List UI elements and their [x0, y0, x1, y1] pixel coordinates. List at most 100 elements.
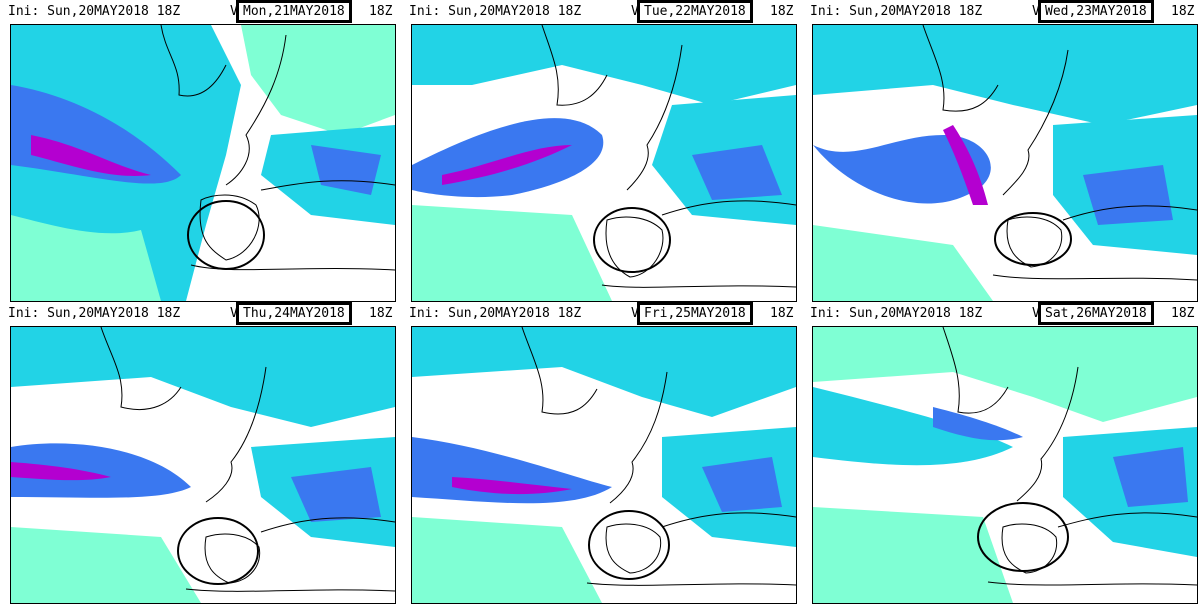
iberia-coast [1006, 216, 1063, 268]
highlight-circle [588, 510, 670, 580]
precip-band [11, 443, 191, 498]
panel-header: Ini: Sun,20MAY2018 18Z Val: Wed,23MAY201… [802, 0, 1203, 24]
precip-band-core [943, 125, 988, 205]
precip-swirl-core [442, 145, 572, 185]
precip-field [813, 25, 1197, 301]
init-label: Ini: Sun,20MAY2018 18Z [8, 306, 181, 321]
iberia-coast [605, 523, 662, 574]
coastlines [521, 327, 796, 586]
valid-hour: 18Z [1171, 306, 1195, 321]
panel-header: Ini: Sun,20MAY2018 18Z Val: Thu,24MAY201… [0, 302, 401, 326]
africa-coast [601, 284, 796, 288]
valid-hour: 18Z [770, 4, 794, 19]
precip-map [411, 24, 797, 302]
greenland-coast [922, 25, 999, 112]
forecast-panel-5: Ini: Sun,20MAY2018 18Z Val: Fri,25MAY201… [401, 302, 802, 604]
mediterranean-coast [1057, 512, 1197, 528]
precip-area-south [813, 507, 1013, 603]
mediterranean-coast [260, 180, 395, 191]
coastlines [160, 25, 395, 271]
africa-coast [987, 581, 1197, 586]
precip-field [11, 25, 395, 301]
precip-field [412, 327, 796, 603]
precip-map [10, 24, 396, 302]
precip-core [11, 462, 111, 481]
africa-coast [185, 588, 395, 592]
precip-loop [813, 135, 991, 204]
map-canvas [412, 327, 796, 603]
mediterranean-coast [260, 517, 395, 533]
precip-field [11, 327, 395, 603]
coastlines [541, 25, 796, 288]
precip-area-south [412, 205, 612, 301]
precip-area-south [412, 517, 602, 603]
iberia-coast [605, 216, 664, 278]
precip-field [813, 327, 1197, 603]
coastlines [922, 25, 1197, 281]
panel-header: Ini: Sun,20MAY2018 18Z Val: Fri,25MAY201… [401, 302, 802, 326]
iberia-coast [199, 194, 260, 261]
forecast-panel-3: Ini: Sun,20MAY2018 18Z Val: Wed,23MAY201… [802, 0, 1203, 302]
precip-field [412, 25, 796, 301]
precip-band [813, 387, 1013, 466]
scandinavia-coast [609, 371, 668, 504]
precip-east-core [1113, 447, 1188, 507]
forecast-panel-4: Ini: Sun,20MAY2018 18Z Val: Thu,24MAY201… [0, 302, 401, 604]
precip-area-north [813, 327, 1197, 422]
mediterranean-coast [661, 200, 796, 216]
forecast-panel-6: Ini: Sun,20MAY2018 18Z Val: Sat,26MAY201… [802, 302, 1203, 604]
precip-map [411, 326, 797, 604]
greenland-coast [100, 327, 182, 411]
precip-east-core [311, 145, 381, 195]
panel-header: Ini: Sun,20MAY2018 18Z Val: Mon,21MAY201… [0, 0, 401, 24]
map-canvas [813, 327, 1197, 603]
scandinavia-coast [626, 44, 683, 191]
valid-hour: 18Z [369, 4, 393, 19]
highlight-circle [593, 207, 671, 273]
init-label: Ini: Sun,20MAY2018 18Z [8, 4, 181, 19]
africa-coast [586, 582, 796, 586]
precip-area-north [813, 25, 1197, 125]
iberia-coast [1001, 523, 1058, 574]
scandinavia-coast [1016, 366, 1079, 502]
valid-date-box: Wed,23MAY2018 [1038, 0, 1154, 23]
valid-date-box: Sat,26MAY2018 [1038, 302, 1154, 325]
forecast-panel-1: Ini: Sun,20MAY2018 18Z Val: Mon,21MAY201… [0, 0, 401, 302]
highlight-circle [994, 212, 1072, 266]
scandinavia-coast [225, 34, 287, 186]
valid-date-box: Fri,25MAY2018 [637, 302, 753, 325]
precip-core [31, 135, 151, 176]
precip-area-north [412, 327, 796, 417]
map-canvas [813, 25, 1197, 301]
forecast-panel-2: Ini: Sun,20MAY2018 18Z Val: Tue,22MAY201… [401, 0, 802, 302]
valid-hour: 18Z [770, 306, 794, 321]
greenland-coast [521, 327, 598, 415]
precip-east-core [702, 457, 782, 512]
africa-coast [190, 264, 395, 271]
precip-area-north [241, 25, 395, 135]
africa-coast [992, 274, 1197, 281]
coastlines [100, 327, 395, 592]
mediterranean-coast [1062, 205, 1197, 221]
precip-area-south [813, 225, 993, 301]
precip-east-core [692, 145, 782, 200]
valid-hour: 18Z [369, 306, 393, 321]
init-label: Ini: Sun,20MAY2018 18Z [409, 306, 582, 321]
coastlines [942, 327, 1197, 586]
panel-header: Ini: Sun,20MAY2018 18Z Val: Tue,22MAY201… [401, 0, 802, 24]
valid-date-box: Mon,21MAY2018 [236, 0, 352, 23]
greenland-coast [160, 25, 227, 97]
precip-area-north [412, 25, 796, 105]
init-label: Ini: Sun,20MAY2018 18Z [409, 4, 582, 19]
precip-area-north [11, 327, 395, 427]
precip-east-core [291, 467, 381, 522]
precip-area-south [11, 215, 161, 301]
greenland-coast [541, 25, 608, 106]
greenland-coast [942, 327, 1009, 414]
precip-core [452, 477, 572, 495]
precip-map [10, 326, 396, 604]
map-canvas [412, 25, 796, 301]
map-canvas [11, 25, 395, 301]
iberia-coast [204, 533, 261, 584]
